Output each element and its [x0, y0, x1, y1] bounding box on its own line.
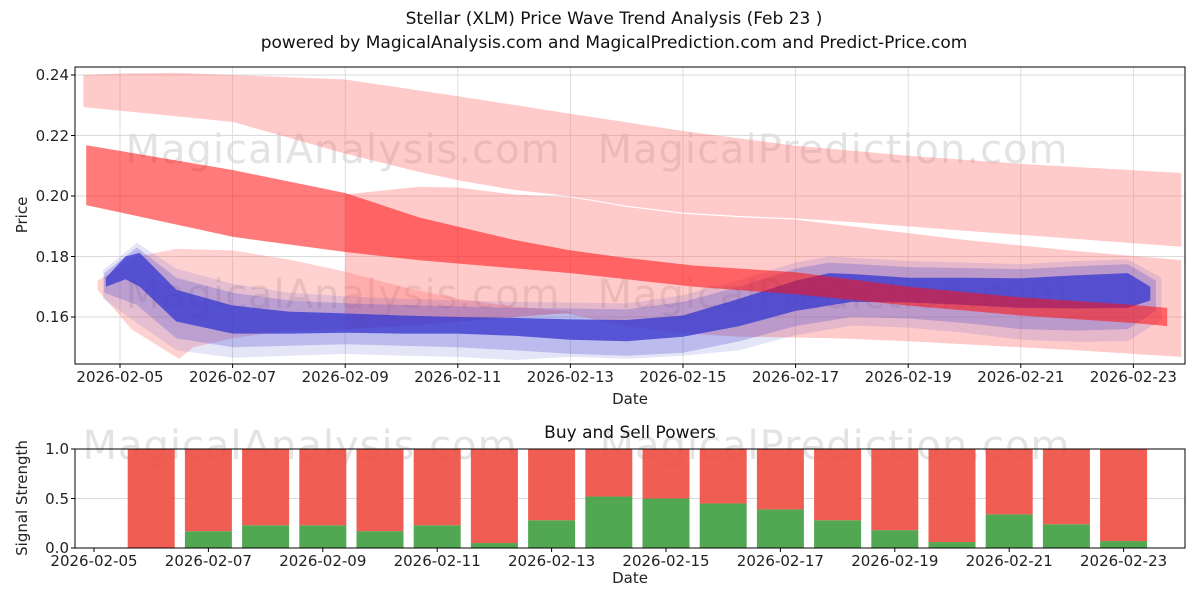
power-ytick-1.0: 1.0	[45, 440, 69, 458]
bar-buy-2026-02-23	[1100, 541, 1148, 548]
band-blue-core-band	[105, 252, 1151, 342]
price-bands	[83, 72, 1182, 360]
power-xtick-2026-02-11: 2026-02-11	[393, 552, 481, 570]
power-axis-label: Signal Strength	[13, 440, 31, 556]
price-xaxis-label: Date	[612, 390, 648, 408]
price-xtick-2026-02-19: 2026-02-19	[864, 368, 952, 386]
power-xtick-2026-02-15: 2026-02-15	[622, 552, 710, 570]
bar-buy-2026-02-10	[356, 531, 404, 548]
bar-sell-2026-02-07	[184, 449, 232, 532]
bar-buy-2026-02-16	[699, 503, 747, 548]
bar-sell-2026-02-19	[871, 449, 919, 531]
power-xtick-2026-02-19: 2026-02-19	[851, 552, 939, 570]
price-ytick-0.24: 0.24	[35, 66, 69, 84]
bar-sell-2026-02-16	[699, 449, 747, 504]
price-xtick-2026-02-13: 2026-02-13	[526, 368, 614, 386]
bar-buy-2026-02-15	[642, 498, 690, 548]
bar-sell-2026-02-06	[127, 449, 175, 548]
bar-sell-2026-02-14	[585, 449, 633, 497]
bar-buy-2026-02-13	[528, 520, 576, 548]
power-xtick-2026-02-13: 2026-02-13	[508, 552, 596, 570]
bar-sell-2026-02-17	[756, 449, 804, 510]
price-axes-box	[74, 66, 1186, 365]
bar-buy-2026-02-20	[928, 542, 976, 548]
bar-sell-2026-02-21	[985, 449, 1033, 515]
price-xtick-2026-02-21: 2026-02-21	[977, 368, 1065, 386]
bar-buy-2026-02-11	[413, 525, 461, 548]
bar-buy-2026-02-14	[585, 496, 633, 548]
price-xtick-2026-02-11: 2026-02-11	[414, 368, 502, 386]
price-axis-label: Price	[13, 196, 31, 234]
price-xtick-2026-02-09: 2026-02-09	[301, 368, 389, 386]
bar-buy-2026-02-12	[470, 543, 518, 548]
bar-buy-2026-02-07	[184, 531, 232, 548]
band-left-fan-band	[97, 248, 571, 359]
price-ytick-0.22: 0.22	[35, 126, 69, 145]
power-xtick-2026-02-09: 2026-02-09	[279, 552, 367, 570]
bar-sell-2026-02-13	[528, 449, 576, 521]
bar-sell-2026-02-23	[1100, 449, 1148, 542]
bar-sell-2026-02-12	[470, 449, 518, 544]
power-xtick-2026-02-07: 2026-02-07	[164, 552, 252, 570]
power-xtick-2026-02-23: 2026-02-23	[1080, 552, 1168, 570]
price-ytick-0.18: 0.18	[35, 247, 69, 266]
bar-buy-2026-02-19	[871, 530, 919, 548]
bar-buy-2026-02-21	[985, 514, 1033, 548]
bar-sell-2026-02-10	[356, 449, 404, 532]
power-ytick-0.0: 0.0	[45, 539, 69, 557]
band-upper-forecast-band	[83, 72, 1182, 247]
price-xtick-2026-02-23: 2026-02-23	[1089, 368, 1177, 386]
chart-subtitle: powered by MagicalAnalysis.com and Magic…	[260, 33, 968, 53]
bar-sell-2026-02-11	[413, 449, 461, 526]
bar-sell-2026-02-09	[299, 449, 347, 526]
bar-sell-2026-02-08	[242, 449, 290, 526]
price-ytick-0.16: 0.16	[35, 308, 69, 326]
bar-sell-2026-02-18	[814, 449, 862, 521]
chart-title: Stellar (XLM) Price Wave Trend Analysis …	[405, 9, 823, 29]
bar-sell-2026-02-15	[642, 449, 690, 499]
bar-buy-2026-02-18	[814, 520, 862, 548]
power-xtick-2026-02-21: 2026-02-21	[965, 552, 1053, 570]
power-xaxis-label: Date	[612, 569, 648, 587]
price-xtick-2026-02-15: 2026-02-15	[639, 368, 727, 386]
price-ytick-0.20: 0.20	[35, 187, 69, 205]
power-chart-title: Buy and Sell Powers	[544, 423, 716, 443]
bar-buy-2026-02-09	[299, 525, 347, 548]
power-xtick-2026-02-17: 2026-02-17	[736, 552, 824, 570]
bar-sell-2026-02-20	[928, 449, 976, 543]
power-ytick-0.5: 0.5	[45, 489, 69, 508]
price-xtick-2026-02-05: 2026-02-05	[76, 368, 164, 386]
bar-buy-2026-02-08	[242, 525, 290, 548]
price-xtick-2026-02-07: 2026-02-07	[189, 368, 277, 386]
price-xtick-2026-02-17: 2026-02-17	[752, 368, 840, 386]
bar-sell-2026-02-22	[1042, 449, 1090, 525]
band-red-trend-band	[86, 145, 1168, 327]
bar-buy-2026-02-17	[756, 509, 804, 548]
watermark-text: MagicalPrediction.com	[597, 127, 1069, 173]
bar-buy-2026-02-22	[1042, 524, 1090, 548]
power-xtick-2026-02-05: 2026-02-05	[50, 552, 138, 570]
